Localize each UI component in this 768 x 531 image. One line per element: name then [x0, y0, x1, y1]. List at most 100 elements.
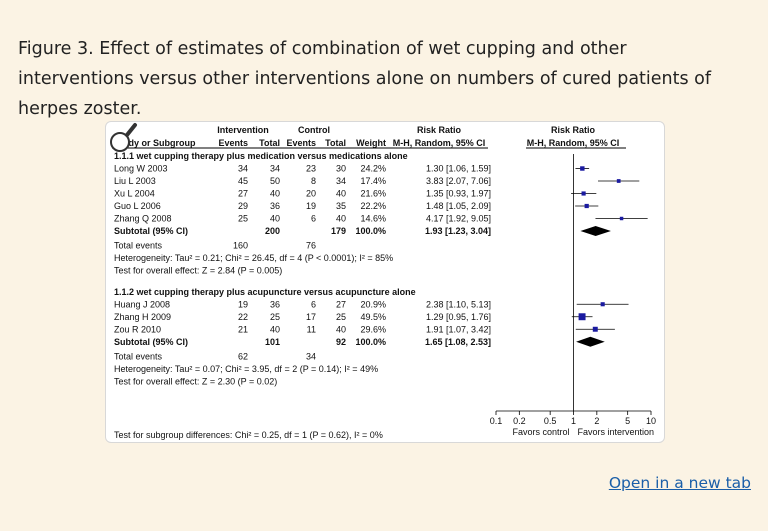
study-marker [580, 166, 585, 171]
study-weight: 14.6% [360, 214, 386, 224]
intervention-events: 19 [238, 299, 248, 309]
study-ci-text: 1.30 [1.06, 1.59] [426, 164, 491, 174]
intervention-events: 22 [238, 312, 248, 322]
x-axis-tick-label: 0.5 [544, 416, 557, 426]
intervention-events: 27 [238, 189, 248, 199]
study-name: Zhang Q 2008 [114, 214, 172, 224]
control-events: 17 [306, 312, 316, 322]
control-total: 30 [336, 164, 346, 174]
study-name: Zou R 2010 [114, 324, 161, 334]
favors-control-label: Favors control [512, 427, 569, 437]
study-ci-text: 1.91 [1.07, 3.42] [426, 324, 491, 334]
intervention-events: 29 [238, 201, 248, 211]
x-axis-tick-label: 5 [625, 416, 630, 426]
header-intervention-total: Total [259, 138, 280, 148]
control-total: 34 [336, 176, 346, 186]
subtotal-label: Subtotal (95% CI) [114, 337, 188, 347]
subtotal-diamond [580, 226, 611, 236]
control-events: 23 [306, 164, 316, 174]
heterogeneity-text: Heterogeneity: Tau² = 0.07; Chi² = 3.95,… [114, 364, 378, 374]
forest-plot: Intervention Control Risk Ratio Risk Ratio S… [112, 125, 656, 440]
total-control-events: 34 [306, 351, 316, 361]
total-intervention-events: 62 [238, 351, 248, 361]
study-marker [619, 216, 624, 221]
control-events: 6 [311, 214, 316, 224]
study-name: Guo L 2006 [114, 201, 161, 211]
x-axis-tick-label: 2 [594, 416, 599, 426]
x-axis-tick-label: 10 [646, 416, 656, 426]
intervention-total: 40 [270, 189, 280, 199]
intervention-events: 34 [238, 164, 248, 174]
subtotal-control-total: 92 [336, 337, 346, 347]
study-marker [578, 313, 586, 321]
study-name: Liu L 2003 [114, 176, 156, 186]
overall-effect-text: Test for overall effect: Z = 2.30 (P = 0… [114, 376, 277, 386]
subtotal-weight: 100.0% [355, 226, 386, 236]
study-ci-text: 3.83 [2.07, 7.06] [426, 176, 491, 186]
subtotal-diamond [576, 336, 605, 347]
study-weight: 21.6% [360, 189, 386, 199]
study-ci-text: 2.38 [1.10, 5.13] [426, 299, 491, 309]
subtotal-intervention-total: 200 [265, 226, 280, 236]
study-weight: 29.6% [360, 324, 386, 334]
header-method-plot: M-H, Random, 95% CI [527, 138, 620, 148]
magnifier-icon[interactable] [106, 122, 138, 154]
favors-intervention-label: Favors intervention [578, 427, 655, 437]
header-control-total: Total [325, 138, 346, 148]
subtotal-control-total: 179 [331, 226, 346, 236]
subgroup-test-text: Test for subgroup differences: Chi² = 0.… [114, 430, 383, 440]
control-events: 6 [311, 299, 316, 309]
subtotal-label: Subtotal (95% CI) [114, 226, 188, 236]
x-axis-tick-label: 0.2 [513, 416, 526, 426]
study-ci-text: 4.17 [1.92, 9.05] [426, 214, 491, 224]
intervention-events: 25 [238, 214, 248, 224]
control-total: 40 [336, 189, 346, 199]
subgroup-title: 1.1.1 wet cupping therapy plus medicatio… [114, 151, 408, 161]
study-weight: 17.4% [360, 176, 386, 186]
intervention-total: 40 [270, 324, 280, 334]
study-marker [584, 203, 589, 209]
x-axis-tick-label: 1 [571, 416, 576, 426]
total-events-label: Total events [114, 351, 163, 361]
intervention-total: 36 [270, 201, 280, 211]
forest-plot-figure: Intervention Control Risk Ratio Risk Ratio S… [105, 121, 665, 443]
open-in-new-tab-link[interactable]: Open in a new tab [608, 474, 751, 492]
control-events: 8 [311, 176, 316, 186]
intervention-total: 25 [270, 312, 280, 322]
study-weight: 24.2% [360, 164, 386, 174]
header-control: Control [298, 125, 330, 135]
subtotal-weight: 100.0% [355, 337, 386, 347]
intervention-total: 50 [270, 176, 280, 186]
study-name: Huang J 2008 [114, 299, 170, 309]
header-risk-ratio: Risk Ratio [417, 125, 462, 135]
study-ci-text: 1.29 [0.95, 1.76] [426, 312, 491, 322]
header-risk-ratio-plot: Risk Ratio [551, 125, 596, 135]
control-events: 20 [306, 189, 316, 199]
total-control-events: 76 [306, 241, 316, 251]
study-ci-text: 1.48 [1.05, 2.09] [426, 201, 491, 211]
intervention-total: 36 [270, 299, 280, 309]
control-total: 35 [336, 201, 346, 211]
intervention-events: 45 [238, 176, 248, 186]
header-intervention: Intervention [217, 125, 269, 135]
control-total: 27 [336, 299, 346, 309]
study-marker [581, 191, 586, 196]
header-intervention-events: Events [218, 138, 248, 148]
control-total: 25 [336, 312, 346, 322]
study-marker [616, 179, 621, 183]
figure-caption: Figure 3. Effect of estimates of combina… [18, 39, 712, 119]
control-total: 40 [336, 214, 346, 224]
total-events-label: Total events [114, 241, 163, 251]
study-weight: 22.2% [360, 201, 386, 211]
x-axis-tick-label: 0.1 [490, 416, 503, 426]
study-ci-text: 1.35 [0.93, 1.97] [426, 189, 491, 199]
header-control-events: Events [286, 138, 316, 148]
study-weight: 20.9% [360, 299, 386, 309]
study-name: Xu L 2004 [114, 189, 155, 199]
subtotal-ci-text: 1.65 [1.08, 2.53] [425, 337, 491, 347]
header-weight: Weight [356, 138, 386, 148]
intervention-events: 21 [238, 324, 248, 334]
total-intervention-events: 160 [233, 241, 248, 251]
control-events: 11 [307, 324, 316, 334]
